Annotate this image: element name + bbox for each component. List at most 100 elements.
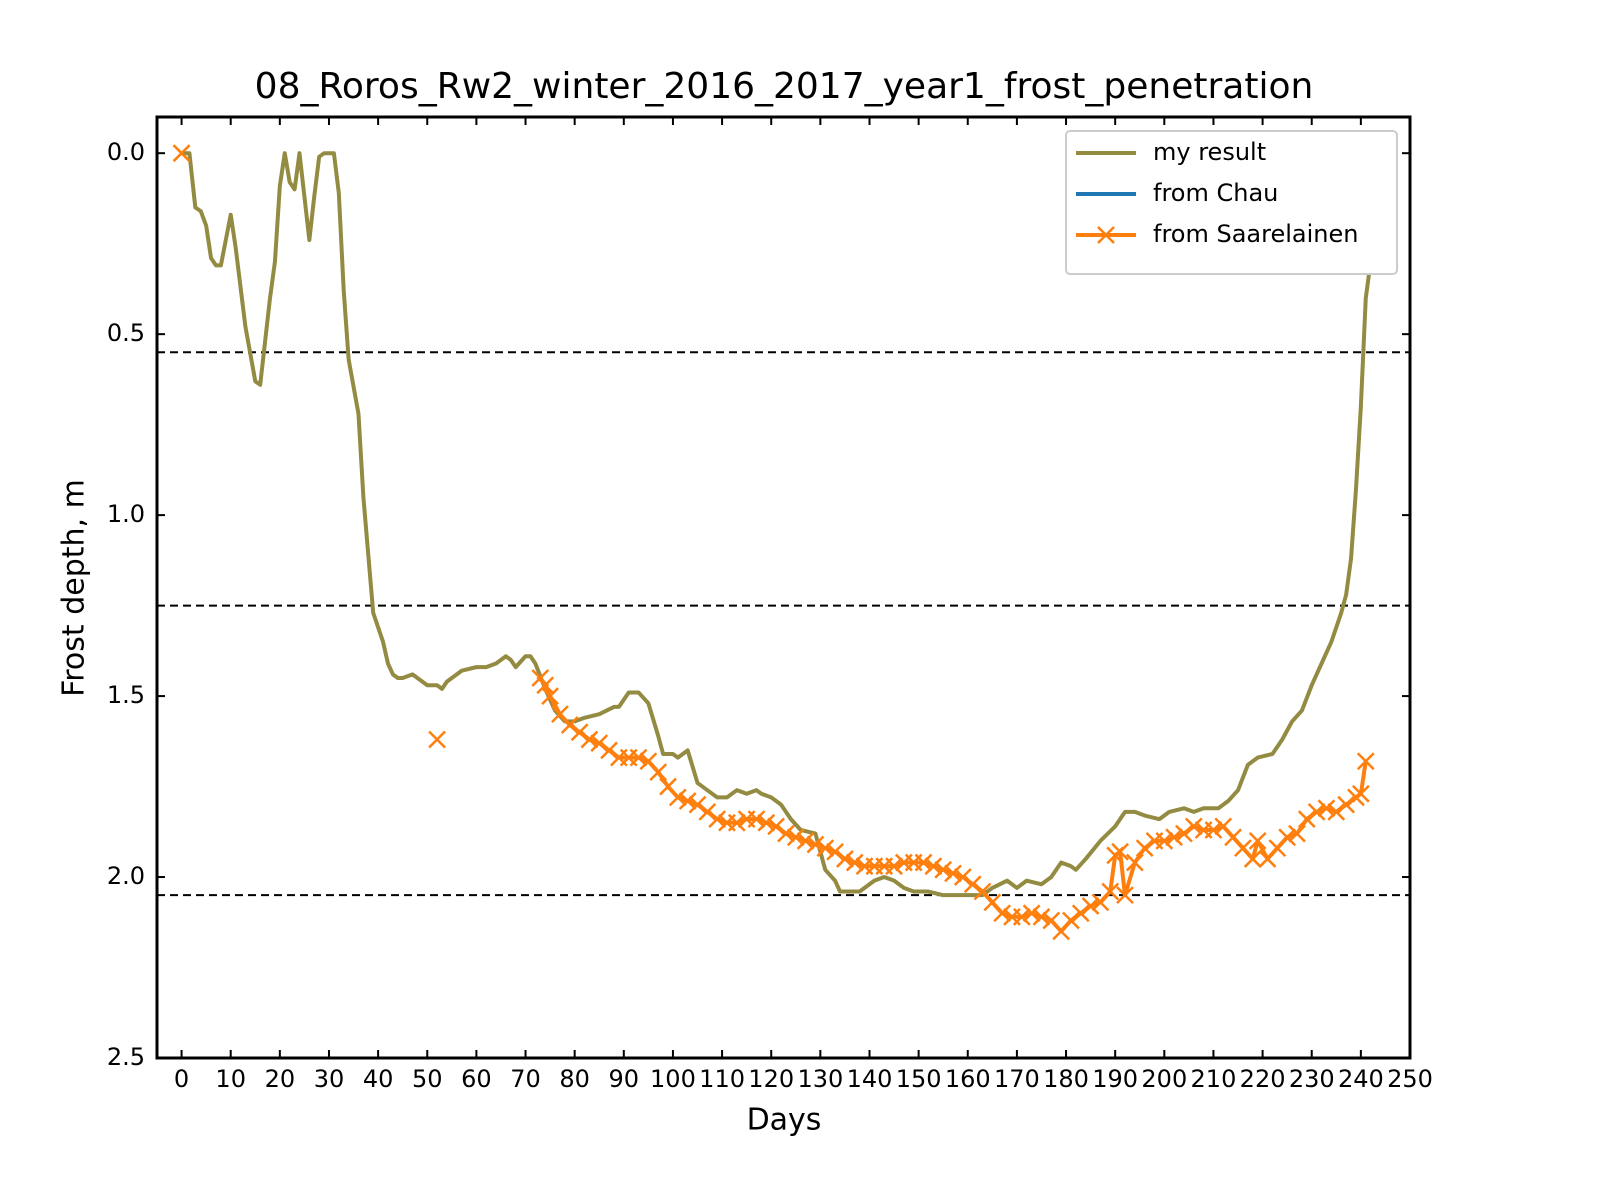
y-tick-label: 0.0: [107, 138, 145, 166]
data-point: [649, 763, 668, 781]
legend-label: from Chau: [1153, 179, 1278, 207]
data-point: [963, 875, 982, 894]
data-point: [580, 730, 599, 749]
data-point: [1351, 784, 1370, 803]
data-point: [816, 839, 835, 857]
y-tick-label: 2.0: [107, 862, 145, 890]
data-point: [806, 835, 825, 854]
data-point: [1317, 799, 1336, 818]
data-point: [1101, 882, 1120, 901]
data-point: [1165, 828, 1184, 847]
data-point: [629, 748, 648, 767]
data-point: [1307, 803, 1326, 821]
data-point: [172, 144, 191, 163]
data-point: [1327, 803, 1346, 821]
data-point: [885, 857, 903, 876]
data-point: [1071, 904, 1090, 923]
data-point: [826, 842, 844, 861]
x-tick-label: 70: [510, 1065, 541, 1093]
x-tick-label: 110: [699, 1065, 745, 1093]
y-tick-label: 2.5: [107, 1043, 145, 1071]
x-tick-label: 60: [461, 1065, 492, 1093]
data-point: [1243, 850, 1262, 868]
data-point: [1155, 831, 1174, 850]
data-point: [1022, 904, 1041, 923]
data-point: [600, 741, 618, 760]
data-point: [536, 676, 555, 695]
x-tick-label: 30: [314, 1065, 345, 1093]
x-tick-label: 180: [1043, 1065, 1089, 1093]
data-point: [708, 810, 727, 829]
x-tick-label: 40: [363, 1065, 394, 1093]
x-tick-label: 230: [1289, 1065, 1335, 1093]
data-point: [845, 853, 864, 872]
data-point: [1288, 824, 1306, 843]
data-point: [1125, 853, 1144, 872]
x-tick-label: 100: [650, 1065, 696, 1093]
data-point: [1184, 817, 1203, 836]
data-point: [767, 817, 786, 836]
y-axis-label: Frost depth, m: [57, 479, 92, 697]
data-point: [1135, 839, 1154, 857]
x-tick-label: 10: [215, 1065, 246, 1093]
data-point: [914, 853, 933, 872]
x-tick-label: 220: [1240, 1065, 1286, 1093]
x-tick-label: 170: [994, 1065, 1040, 1093]
x-tick-label: 160: [945, 1065, 991, 1093]
legend-box: [1065, 130, 1398, 275]
x-tick-label: 130: [797, 1065, 843, 1093]
x-tick-label: 240: [1338, 1065, 1384, 1093]
legend-label: from Saarelainen: [1153, 220, 1358, 248]
x-tick-label: 210: [1191, 1065, 1237, 1093]
data-point: [1248, 831, 1267, 850]
y-tick-label: 0.5: [107, 319, 145, 347]
data-point: [953, 868, 972, 886]
x-tick-label: 50: [412, 1065, 443, 1093]
data-point: [1032, 907, 1051, 926]
series-line: [181, 151, 1373, 898]
data-point: [570, 723, 589, 742]
x-axis-label: Days: [747, 1103, 822, 1138]
data-point: [698, 803, 717, 821]
legend-label: my result: [1153, 138, 1266, 166]
x-tick-label: 140: [847, 1065, 893, 1093]
x-tick-label: 200: [1141, 1065, 1187, 1093]
data-point: [428, 730, 446, 749]
data-point: [1297, 810, 1316, 829]
data-point: [1081, 897, 1100, 915]
data-point: [747, 810, 766, 829]
data-point: [1204, 821, 1223, 839]
data-point: [668, 788, 687, 807]
data-point: [934, 860, 953, 879]
data-point: [757, 813, 776, 832]
x-tick-label: 20: [265, 1065, 296, 1093]
data-point: [590, 734, 609, 753]
data-point: [1175, 824, 1193, 843]
x-tick-label: 90: [609, 1065, 640, 1093]
data-point: [560, 716, 579, 734]
data-point: [836, 850, 854, 868]
data-point: [688, 795, 707, 814]
data-point: [678, 792, 697, 810]
plot-area: [172, 144, 1375, 941]
legend-marker: [1097, 226, 1115, 244]
data-point: [944, 864, 962, 883]
data-point: [727, 813, 746, 832]
data-point: [924, 857, 943, 876]
data-point: [1111, 842, 1129, 861]
y-tick-label: 1.5: [107, 681, 145, 709]
chart-title: 08_Roros_Rw2_winter_2016_2017_year1_fros…: [255, 66, 1314, 107]
x-tick-label: 150: [896, 1065, 942, 1093]
data-point: [993, 904, 1012, 923]
x-tick-label: 190: [1092, 1065, 1138, 1093]
data-point: [777, 824, 795, 843]
y-tick-label: 1.0: [107, 500, 145, 528]
data-point: [1116, 886, 1134, 905]
x-tick-label: 80: [559, 1065, 590, 1093]
plot-frame: [155, 115, 1412, 1060]
data-point: [786, 828, 805, 847]
data-point: [1337, 795, 1356, 814]
x-tick-label: 250: [1387, 1065, 1433, 1093]
data-point: [1356, 752, 1375, 771]
